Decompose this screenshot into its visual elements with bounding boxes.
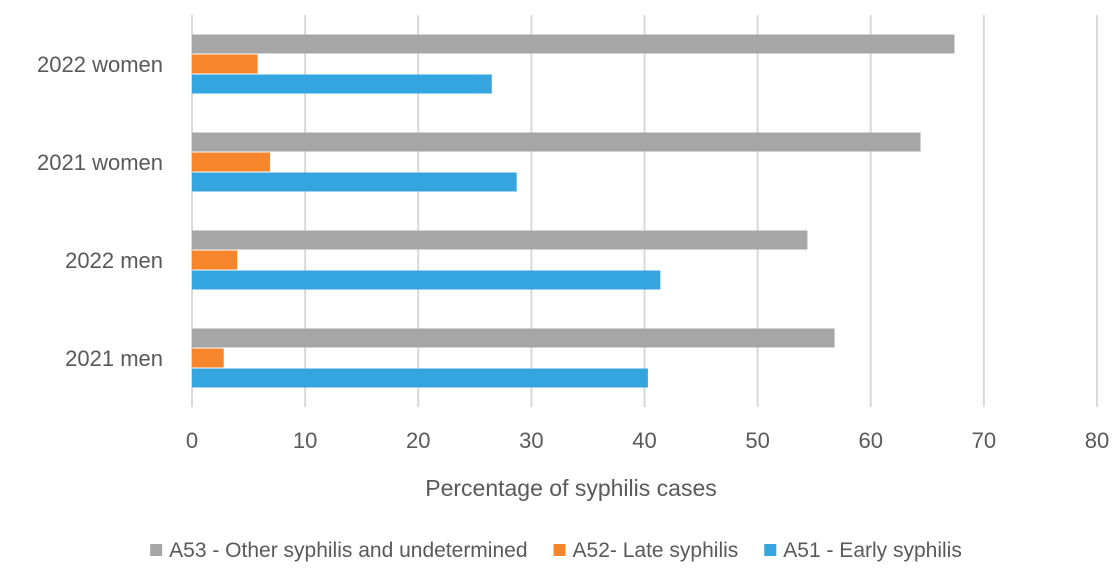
legend-swatch	[150, 544, 163, 556]
bar-2022-men-series-1	[192, 230, 808, 250]
bar-2022-women-series-1	[192, 34, 955, 54]
bar-2022-women-series-3	[192, 74, 492, 94]
category-label: 2021 women	[37, 150, 163, 175]
legend-item: A51 - Early syphilis	[764, 539, 962, 562]
x-axis-title: Percentage of syphilis cases	[425, 475, 717, 501]
legend-item: A52- Late syphilis	[553, 539, 739, 562]
x-tick-label: 20	[406, 428, 430, 453]
x-tick-label: 80	[1085, 428, 1109, 453]
x-tick-label: 50	[745, 428, 769, 453]
bar-2022-men-series-3	[192, 270, 661, 290]
bars-layer	[192, 34, 955, 388]
gridlines	[191, 15, 1098, 407]
legend-item: A53 - Other syphilis and undetermined	[150, 539, 528, 562]
category-label: 2021 men	[65, 346, 163, 371]
legend-label: A52- Late syphilis	[573, 539, 739, 562]
bar-2021-women-series-3	[192, 172, 517, 192]
bar-2021-men-series-1	[192, 328, 835, 348]
bar-2022-men-series-2	[192, 250, 238, 270]
x-tick-label: 10	[293, 428, 317, 453]
category-labels: 2021 men 2022 men 2021 women 2022 women	[37, 52, 163, 371]
bar-2021-men-series-3	[192, 368, 648, 388]
x-tick-label: 30	[519, 428, 543, 453]
x-tick-label: 70	[972, 428, 996, 453]
legend: A53 - Other syphilis and undetermined A52…	[150, 539, 962, 562]
legend-swatch	[764, 544, 777, 556]
bar-2021-men-series-2	[192, 348, 224, 368]
bar-2022-women-series-2	[192, 54, 258, 74]
bar-2021-women-series-2	[192, 152, 271, 172]
x-tick-labels: 0 10 20 30 40 50 60 70 80	[186, 428, 1109, 453]
legend-label: A51 - Early syphilis	[783, 539, 962, 562]
x-tick-label: 60	[859, 428, 883, 453]
x-tick-label: 0	[186, 428, 198, 453]
legend-swatch	[553, 544, 566, 556]
category-label: 2022 women	[37, 52, 163, 77]
x-tick-label: 40	[632, 428, 656, 453]
bar-2021-women-series-1	[192, 132, 921, 152]
legend-label: A53 - Other syphilis and undetermined	[169, 539, 527, 562]
category-label: 2022 men	[65, 248, 163, 273]
